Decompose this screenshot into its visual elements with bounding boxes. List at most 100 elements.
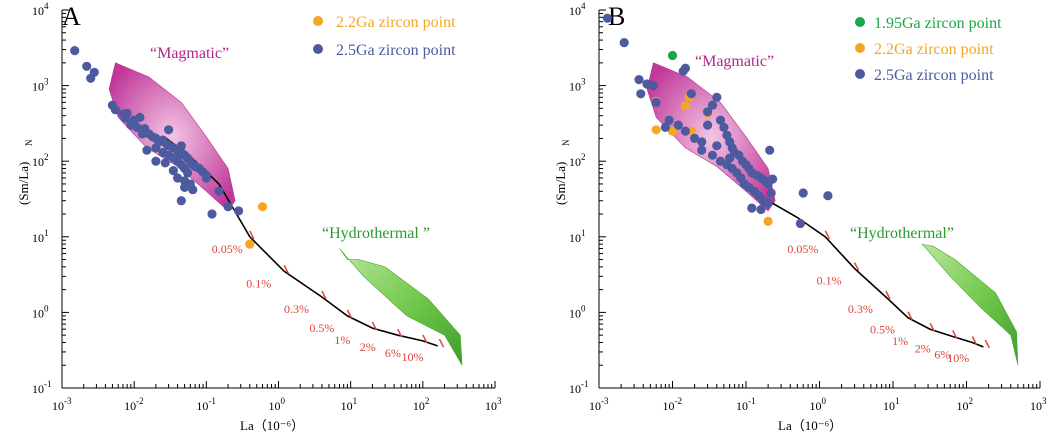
y-tick-label: 102 (32, 152, 49, 169)
point-2-5ga-zircon-point (664, 115, 674, 125)
mixing-tick (907, 311, 913, 321)
mixing-tick (371, 321, 378, 331)
point-2-5ga-zircon-point (602, 13, 613, 23)
point-2-5ga-zircon-point (712, 92, 722, 102)
data-points (602, 13, 833, 229)
y-tick-label: 102 (569, 152, 586, 169)
mixing-tick (321, 290, 327, 300)
point-2-5ga-zircon-point (795, 218, 806, 229)
panel-letter-b: B (608, 2, 625, 31)
mixing-tick (397, 328, 403, 338)
point-2-5ga-zircon-point (712, 141, 722, 151)
mixing-tick (853, 262, 860, 271)
point-2-5ga-zircon-point (201, 173, 211, 183)
point-2-5ga-zircon-point (137, 129, 147, 139)
x-tick-label: 10-1 (736, 396, 756, 413)
x-tick-label: 101 (883, 396, 900, 413)
mixing-label: 0.3% (284, 302, 309, 316)
svg-text:(Sm/La): (Sm/La) (16, 162, 31, 205)
x-tick-label: 100 (269, 396, 286, 413)
point-2-5ga-zircon-point (188, 185, 198, 195)
point-2-2ga-zircon-point (680, 101, 691, 111)
point-2-2ga-zircon-point (667, 126, 678, 136)
point-2-2ga-zircon-point (245, 239, 255, 249)
mixing-curve (742, 180, 984, 348)
legend-label-1-95ga: 1.95Ga zircon point (874, 15, 1002, 32)
point-2-5ga-zircon-point (703, 107, 713, 117)
mixing-label: 2% (915, 341, 931, 355)
point-2-2ga-zircon-point (763, 216, 773, 226)
point-2-5ga-zircon-point (823, 191, 833, 201)
point-2-5ga-zircon-point (132, 122, 142, 132)
x-tick-label: 10-1 (196, 396, 216, 413)
y-axis-label: (Sm/La) N (553, 139, 571, 205)
point-2-5ga-zircon-point (207, 209, 217, 219)
mixing-label: 0.1% (817, 274, 842, 288)
point-2-5ga-zircon-point (651, 97, 661, 107)
point-2-5ga-zircon-point (214, 186, 224, 196)
x-tick-label: 103 (1030, 396, 1047, 413)
point-2-5ga-zircon-point (725, 153, 735, 163)
legend-label-2-2ga: 2.2Ga zircon point (874, 41, 994, 58)
mixing-ticks: 0.05%0.1%0.3%0.5%1%2%6%10% (212, 230, 445, 364)
hydrothermal-field (339, 248, 463, 366)
x-tick-label: 10-3 (52, 396, 72, 413)
magmatic-label: “Magmatic” (150, 45, 229, 62)
mixing-label: 1% (892, 334, 908, 348)
point-2-5ga-zircon-point (120, 113, 130, 123)
panel-letter-a: A (62, 2, 81, 31)
point-2-5ga-zircon-point (168, 166, 178, 176)
point-2-5ga-zircon-point (180, 182, 190, 192)
point-2-5ga-zircon-point (747, 203, 757, 213)
x-tick-label: 10-2 (124, 396, 143, 413)
y-tick-label: 103 (32, 77, 49, 94)
mixing-label: 0.5% (870, 323, 895, 337)
point-2-5ga-zircon-point (768, 174, 778, 184)
point-2-5ga-zircon-point (82, 61, 92, 71)
x-axis-label: La（10⁻⁶） (778, 418, 842, 433)
point-2-5ga-zircon-point (648, 81, 659, 91)
point-2-5ga-zircon-point (765, 145, 775, 155)
mixing-tick (824, 230, 830, 240)
mixing-label: 10% (401, 350, 423, 364)
mixing-label: 0.05% (212, 242, 243, 256)
legend: 1.95Ga zircon point 2.2Ga zircon point 2… (855, 15, 1002, 84)
y-tick-label: 100 (32, 303, 49, 320)
mixing-tick (438, 338, 445, 348)
point-2-2ga-zircon-point (651, 125, 661, 135)
legend-label-2-2ga: 2.2Ga zircon point (336, 14, 456, 31)
point-2-5ga-zircon-point (697, 137, 707, 147)
mixing-label: 1% (334, 333, 350, 347)
mixing-tick (249, 230, 255, 240)
point-2-5ga-zircon-point (798, 188, 808, 198)
point-2-5ga-zircon-point (707, 150, 718, 160)
legend: 2.2Ga zircon point 2.5Ga zircon point (313, 14, 456, 59)
y-tick-label: 104 (569, 1, 586, 18)
point-2-5ga-zircon-point (660, 122, 671, 132)
x-tick-label: 102 (957, 396, 974, 413)
point-2-5ga-zircon-point (176, 141, 186, 151)
x-tick-label: 103 (485, 396, 502, 413)
mixing-tick (929, 322, 935, 332)
x-axis-label: La（10⁻⁶） (240, 418, 304, 433)
point-2-5ga-zircon-point (151, 143, 161, 153)
point-2-5ga-zircon-point (686, 89, 696, 99)
point-2-5ga-zircon-point (703, 120, 713, 130)
x-tick-label: 101 (341, 396, 358, 413)
axis-ticks (598, 9, 1041, 389)
axis-tick-labels: 10-3 10-2 10-1 100 101 102 103 10-1 100 101 102 103… (32, 1, 502, 413)
mixing-ticks: 0.05%0.1%0.3%0.5%1%2%6%10% (787, 230, 990, 365)
mixing-tick (422, 334, 428, 344)
y-axis-label: (Sm/La) N (16, 139, 34, 205)
mixing-tick (952, 330, 958, 339)
mixing-label: 0.05% (787, 242, 818, 256)
legend-marker-2-2ga (855, 43, 865, 53)
mixing-tick (346, 309, 353, 319)
hydrothermal-label: “Hydrothermal ” (322, 225, 430, 242)
point-2-5ga-zircon-point (173, 173, 183, 183)
point-2-5ga-zircon-point (173, 150, 183, 160)
mixing-label: 10% (947, 351, 969, 365)
x-tick-label: 10-3 (589, 396, 609, 413)
hydrothermal-label: “Hydrothermal” (850, 225, 954, 242)
